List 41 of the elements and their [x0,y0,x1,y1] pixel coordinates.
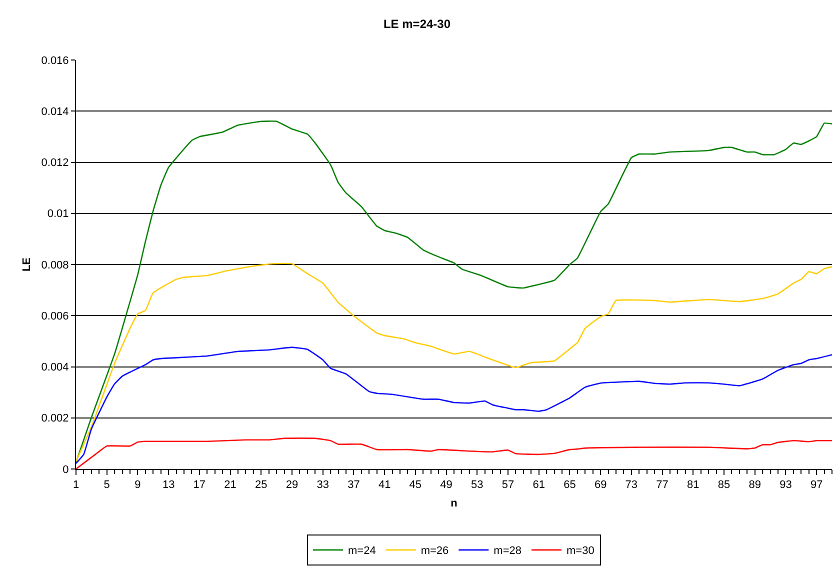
x-tick-label: 85 [718,479,730,492]
x-tick-label: 89 [748,479,761,492]
x-tick-label: 5 [104,479,110,492]
y-tick-label: 0.002 [41,412,69,425]
x-axis-title: n [450,497,458,510]
x-tick-label: 29 [286,479,298,492]
x-tick-label: 53 [471,479,484,492]
chart-title: LE m=24-30 [383,17,451,32]
x-tick-label: 81 [687,479,700,492]
y-tick-label: 0.008 [41,259,69,272]
y-tick-label: 0.004 [41,362,69,374]
legend-label: m=24 [348,545,376,558]
y-tick-label: 0.01 [47,208,69,220]
y-tick-label: 0.014 [41,106,69,118]
x-tick-label: 57 [502,479,514,492]
x-tick-label: 41 [378,479,391,492]
y-tick-label: 0.012 [41,157,69,170]
x-tick-label: 69 [594,479,607,492]
x-tick-label: 17 [193,479,206,492]
x-tick-label: 97 [810,479,823,492]
x-tick-label: 21 [224,479,236,492]
legend-label: m=28 [494,545,522,558]
x-tick-label: 13 [162,479,175,492]
x-tick-label: 1 [72,479,80,492]
y-axis-title: LE [20,257,33,272]
x-tick-label: 33 [316,479,329,492]
y-tick-label: 0 [62,464,69,476]
x-tick-label: 65 [564,479,576,492]
y-tick-label: 0.016 [41,54,69,67]
y-tick-label: 0.006 [41,310,69,322]
x-tick-label: 61 [532,479,545,492]
legend-label: m=30 [566,545,594,558]
x-tick-label: 25 [255,479,268,492]
x-tick-label: 73 [625,479,638,492]
x-tick-label: 37 [348,479,360,492]
x-tick-label: 9 [134,479,141,492]
x-tick-label: 49 [440,479,452,492]
x-tick-label: 93 [780,479,792,492]
x-tick-label: 45 [409,479,422,492]
x-tick-label: 77 [656,479,668,492]
legend-label: m=26 [420,545,449,558]
